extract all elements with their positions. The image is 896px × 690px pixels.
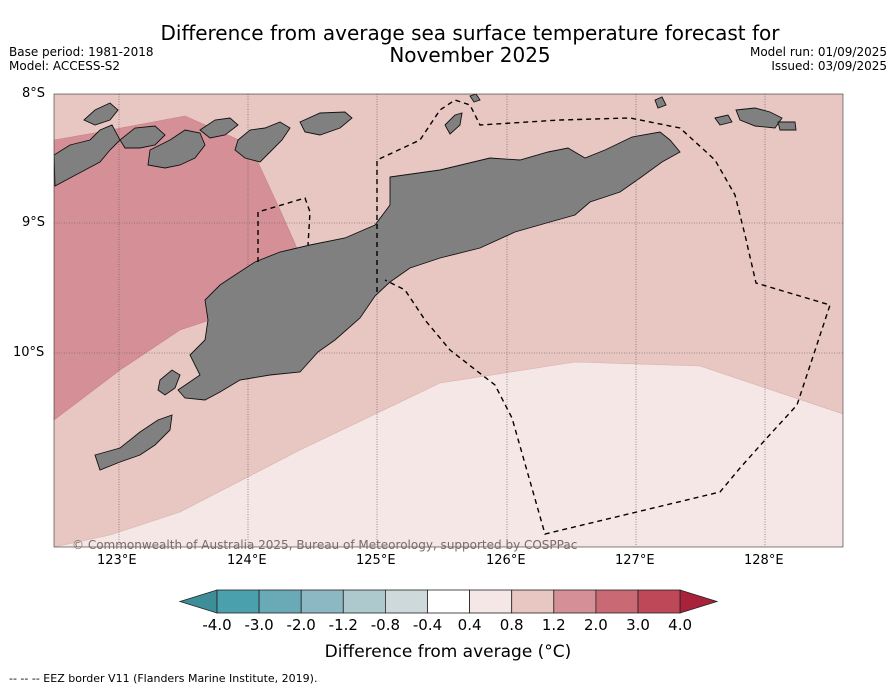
colorbar-extend-high — [679, 589, 719, 614]
colorbar — [178, 589, 719, 614]
lat-label-8s: 8°S — [22, 86, 46, 101]
colorbar-tick-label: -4.0 — [202, 616, 232, 634]
colorbar-segment — [469, 589, 513, 614]
eez-legend-note: -- -- -- EEZ border V11 (Flanders Marine… — [9, 672, 318, 685]
map-title-line2: November 2025 — [389, 43, 551, 67]
model-run-label: Model run: 01/09/2025 — [749, 45, 887, 59]
colorbar-tick-label: 1.2 — [541, 616, 566, 634]
colorbar-segment — [637, 589, 681, 614]
lon-label-125e: 125°E — [356, 553, 396, 568]
colorbar-tick-label: 0.8 — [499, 616, 524, 634]
solor-island — [147, 129, 206, 169]
lat-label-9s: 9°S — [22, 215, 46, 230]
adonara-island — [119, 125, 166, 149]
colorbar-tick-label: -1.2 — [328, 616, 358, 634]
colorbar-tick-label: 3.0 — [626, 616, 650, 634]
colorbar-title: Difference from average (°C) — [324, 642, 572, 662]
copyright-notice: © Commonwealth of Australia 2025, Bureau… — [72, 538, 578, 552]
colorbar-segment — [553, 589, 597, 614]
colorbar-tick-label: 2.0 — [583, 616, 608, 634]
lat-label-10s: 10°S — [13, 345, 45, 360]
damar-island-b — [714, 114, 733, 126]
colorbar-tick-label: -0.4 — [412, 616, 443, 634]
model-label: Model: ACCESS-S2 — [9, 59, 121, 73]
lembata-island — [199, 117, 239, 139]
colorbar-extend-low — [178, 589, 218, 614]
sumba-east-island — [94, 414, 173, 471]
colorbar-tick-label: -3.0 — [244, 616, 274, 634]
colorbar-segment — [216, 589, 260, 614]
romang-island — [654, 96, 667, 109]
issued-label: Issued: 03/09/2025 — [771, 59, 887, 73]
lon-label-124e: 124°E — [227, 553, 267, 568]
map-title-line1: Difference from average sea surface temp… — [160, 21, 780, 45]
base-period-label: Base period: 1981-2018 — [9, 45, 154, 59]
timor-island — [177, 131, 681, 401]
rote-island — [157, 369, 181, 396]
map-frame — [53, 93, 844, 548]
lon-label-123e: 123°E — [97, 553, 137, 568]
wetar-east-island — [444, 112, 463, 135]
colorbar-tick-label: 4.0 — [668, 616, 693, 634]
flores-small-island — [83, 102, 119, 126]
pantar-island — [234, 121, 291, 163]
colorbar-segment — [595, 589, 639, 614]
eez-border — [257, 99, 831, 535]
alor-island — [299, 111, 353, 136]
colorbar-segment — [384, 589, 428, 614]
colorbar-tick-label: -0.8 — [370, 616, 401, 634]
lon-label-126e: 126°E — [486, 553, 526, 568]
damar-island-c — [777, 121, 797, 131]
colorbar-segment — [342, 589, 386, 614]
colorbar-segment — [300, 589, 344, 614]
flores-island — [54, 124, 121, 187]
anomaly-band-0.4-0.8 — [54, 361, 843, 547]
colorbar-tick-label: -2.0 — [286, 616, 316, 634]
colorbar-segment — [258, 589, 302, 614]
lon-label-127e: 127°E — [615, 553, 655, 568]
colorbar-segment — [511, 589, 555, 614]
land — [54, 94, 797, 471]
colorbar-segment — [427, 589, 470, 614]
atauro-island — [469, 94, 481, 103]
colorbar-tick-label: 0.4 — [457, 616, 482, 634]
lon-label-128e: 128°E — [744, 553, 784, 568]
